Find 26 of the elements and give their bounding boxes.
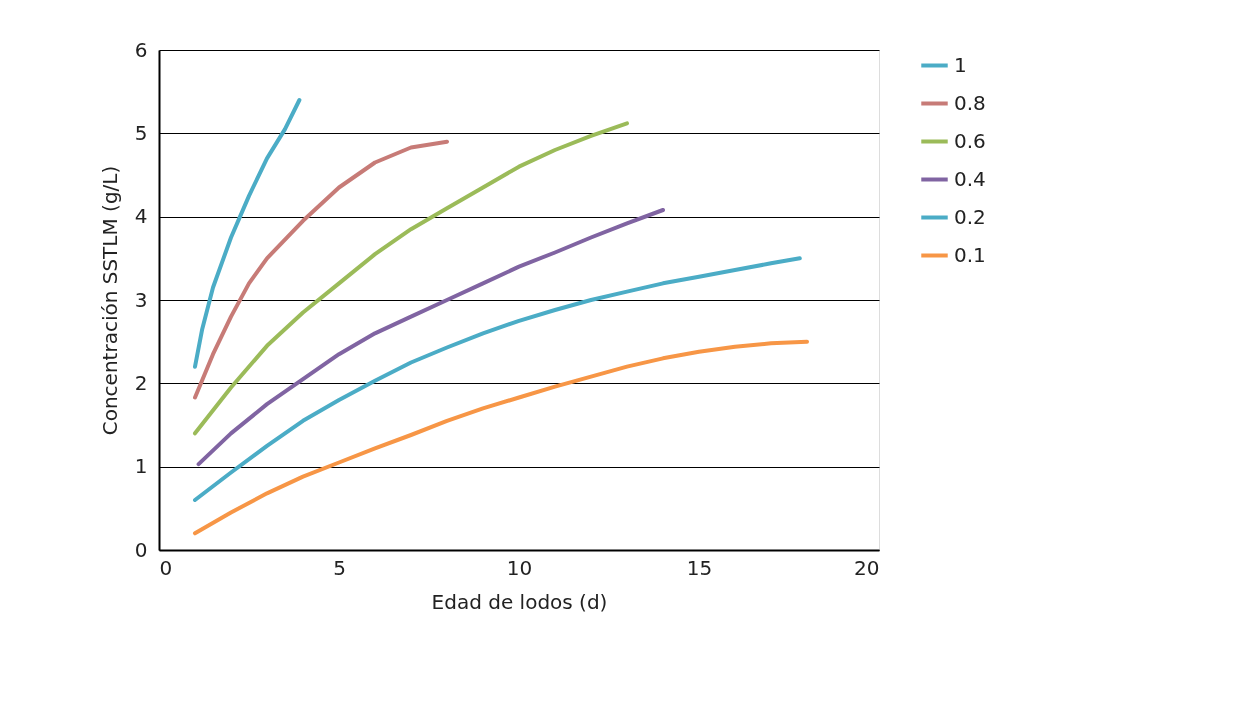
x-tick-label: 5: [333, 555, 346, 580]
y-tick-label: 4: [134, 204, 148, 229]
y-tick-label: 2: [134, 370, 148, 395]
legend-label: 1: [954, 52, 967, 77]
line-series: [193, 121, 629, 436]
y-tick-label: 3: [134, 287, 148, 312]
x-tick-label: 0: [159, 555, 173, 580]
y-tick-label: 6: [134, 37, 148, 62]
y-tick-label: 0: [134, 537, 148, 562]
legend-label: 0.1: [954, 242, 986, 267]
line-series: [193, 139, 449, 400]
x-tick-label: 20: [854, 555, 880, 580]
y-tick-label: 5: [134, 120, 148, 145]
line-series: [193, 98, 302, 369]
y-axis-title: Concentración SSTLM (g/L): [97, 165, 122, 436]
y-tick-label: 1: [134, 454, 148, 479]
x-axis-title: Edad de lodos (d): [431, 589, 608, 614]
x-tick-label: 10: [506, 555, 533, 580]
line-series: [196, 208, 665, 467]
legend-label: 0.8: [954, 90, 986, 115]
x-tick-label: 15: [686, 555, 713, 580]
legend-label: 0.2: [954, 204, 986, 229]
legend-label: 0.6: [954, 128, 986, 153]
line-series: [193, 339, 809, 536]
legend-label: 0.4: [954, 166, 986, 191]
line-series: [193, 256, 802, 502]
